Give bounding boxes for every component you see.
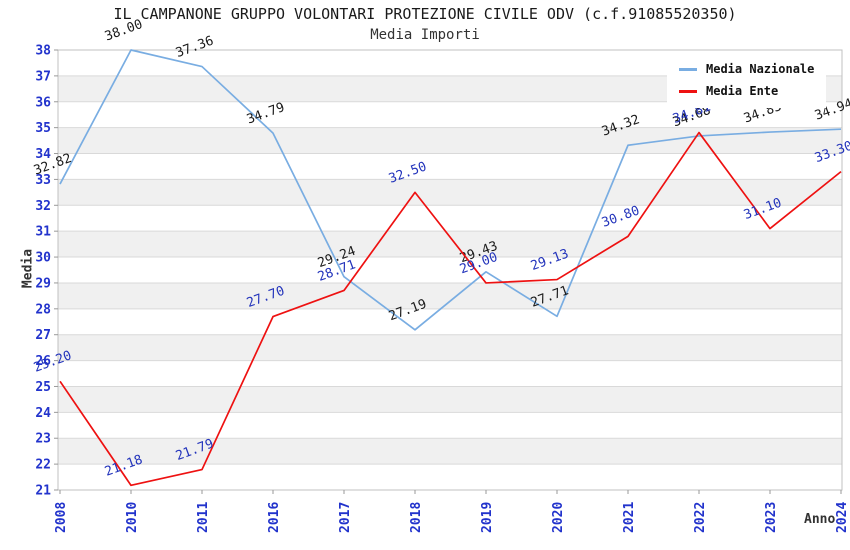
x-axis: 2008 2010 2011 2016 2017 2018 2019 2020 2021 2022… [54,490,850,533]
legend-label-nazionale: Media Nazionale [706,62,815,76]
x-tick-label: 2017 [338,502,353,533]
x-tick-label: 2019 [480,502,495,533]
series-line-media-ente [59,131,842,487]
y-tick-label: 27 [35,328,51,343]
data-label: 37.36 [174,34,216,61]
data-label: 25.20 [32,348,74,375]
data-label: 38.00 [103,17,145,44]
x-tick-label: 2011 [196,502,211,533]
y-tick-label: 30 [35,251,51,266]
legend-item-media-nazionale: Media Nazionale [679,62,814,76]
y-tick-label: 23 [35,432,51,447]
y-tick-label: 31 [35,225,51,240]
y-tick-label: 26 [35,354,51,369]
x-tick-label: 2020 [551,502,566,533]
y-tick-label: 35 [35,121,51,136]
y-axis: 21 22 23 24 25 26 27 28 29 30 31 32 33 34 35 36 37 38 [35,44,58,499]
legend-label-ente: Media Ente [706,84,779,98]
y-tick-label: 37 [35,69,51,84]
chart-subtitle: Media Importi [370,27,480,43]
y-tick-label: 24 [35,406,51,421]
data-label: 34.79 [245,100,287,127]
chart-title: IL CAMPANONE GRUPPO VOLONTARI PROTEZIONE… [113,5,737,23]
gridlines [58,75,842,465]
y-tick-label: 33 [35,173,51,188]
plot-border [57,49,843,491]
y-tick-label: 34 [35,147,51,162]
legend: Media Nazionale Media Ente [667,54,827,108]
y-tick-label: 21 [35,484,51,499]
legend-swatch-ente-icon [679,89,697,93]
x-axis-title: Anno [804,512,836,527]
x-tick-label: 2023 [764,502,779,533]
series-line-media-nazionale [59,49,842,331]
y-axis-title: Media [20,248,36,289]
y-tick-label: 25 [35,380,51,395]
x-tick-label: 2010 [125,502,140,533]
y-tick-label: 36 [35,95,51,110]
x-tick-label: 2024 [835,502,850,533]
y-tick-label: 38 [35,44,51,59]
y-tick-label: 28 [35,302,51,317]
x-tick-label: 2018 [409,502,424,533]
legend-item-media-ente: Media Ente [679,84,814,98]
x-tick-label: 2016 [267,502,282,533]
x-tick-label: 2021 [622,502,637,533]
plot-bands [58,75,842,465]
x-tick-label: 2008 [54,502,69,533]
y-tick-label: 29 [35,276,51,291]
y-tick-label: 22 [35,458,51,473]
legend-swatch-nazionale-icon [679,67,697,71]
x-tick-label: 2022 [693,502,708,533]
y-tick-label: 32 [35,199,51,214]
